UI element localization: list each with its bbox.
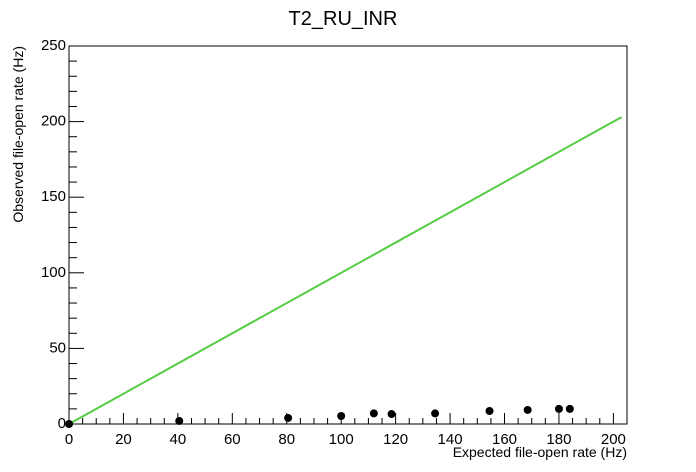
- data-point: [369, 409, 378, 418]
- data-point: [431, 409, 440, 418]
- frame: [68, 45, 628, 425]
- reference-line: [68, 116, 623, 425]
- x-tick-label: 200: [601, 431, 626, 448]
- y-tick-label: 50: [49, 339, 66, 356]
- data-point: [284, 413, 293, 422]
- x-tick-label: 80: [278, 431, 295, 448]
- data-point: [337, 411, 346, 420]
- x-tick-label: 120: [383, 431, 408, 448]
- x-tick-label: 20: [115, 431, 132, 448]
- data-point: [387, 410, 396, 419]
- data-point: [175, 416, 184, 425]
- y-axis-title: Observed file-open rate (Hz): [10, 46, 26, 223]
- x-tick-label: 40: [170, 431, 187, 448]
- y-tick-label: 200: [41, 113, 66, 130]
- y-tick-label: 100: [41, 264, 66, 281]
- data-point: [65, 420, 73, 428]
- x-tick-label: 140: [438, 431, 463, 448]
- y-tick-label: 150: [41, 188, 66, 205]
- chart-title: T2_RU_INR: [289, 8, 398, 30]
- data-point: [485, 406, 494, 415]
- data-point: [565, 404, 574, 413]
- y-tick-label: 250: [41, 37, 66, 54]
- x-tick-label: 180: [546, 431, 571, 448]
- x-tick-label: 100: [329, 431, 354, 448]
- x-tick-label: 160: [492, 431, 517, 448]
- y-tick-label: 0: [58, 415, 66, 432]
- data-point: [554, 404, 563, 413]
- data-point: [523, 405, 532, 414]
- x-tick-label: 0: [65, 431, 73, 448]
- x-tick-label: 60: [224, 431, 241, 448]
- x-axis-title: Expected file-open rate (Hz): [453, 444, 627, 460]
